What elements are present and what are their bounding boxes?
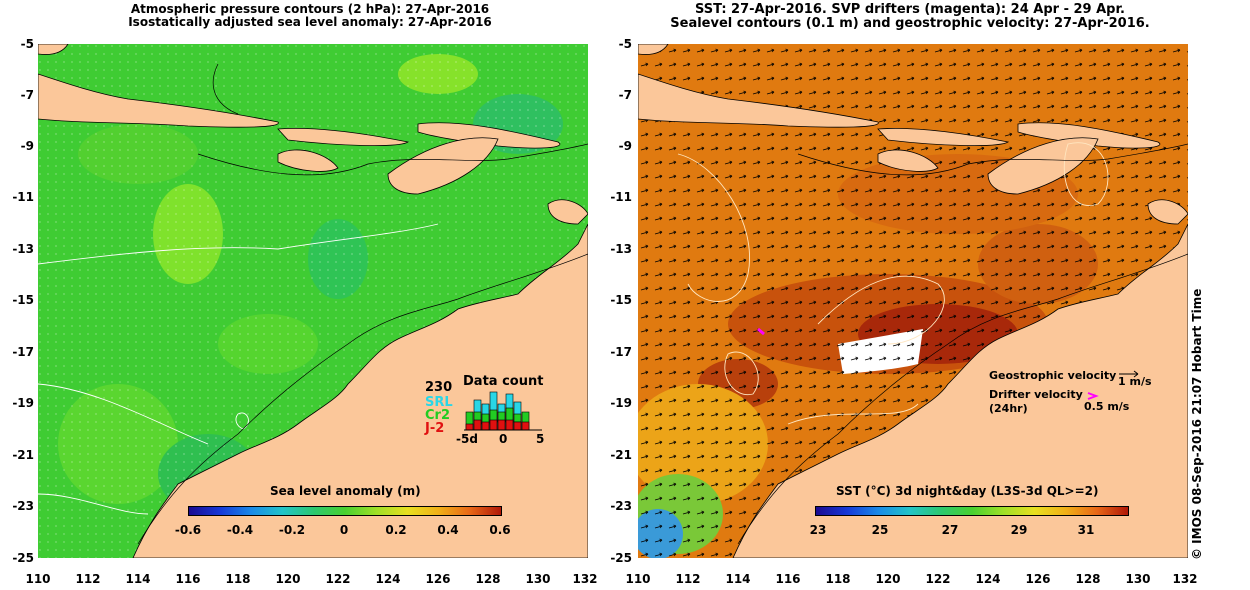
right-y-tick: -9 <box>618 139 632 153</box>
sst-colorbar-label: 31 <box>1077 523 1095 537</box>
sst-colorbar-title: SST (°C) 3d night&day (L3S-3d QL>=2) <box>836 484 1099 498</box>
right-x-tick: 114 <box>725 572 751 586</box>
sst-colorbar-label: 25 <box>871 523 889 537</box>
sst-land <box>638 44 1188 558</box>
right-x-tick: 112 <box>675 572 701 586</box>
left-title-line2: Isostatically adjusted sea level anomaly… <box>128 15 492 29</box>
sst-bathymetry <box>737 143 1188 545</box>
left-x-tick: 126 <box>425 572 451 586</box>
left-x-tick: 130 <box>525 572 551 586</box>
data-count-sat-j2: J-2 <box>425 421 445 436</box>
sst-colorbar-label: 29 <box>1010 523 1028 537</box>
left-y-tick: -7 <box>20 88 34 102</box>
sst-colorbar-label: 27 <box>941 523 959 537</box>
data-count-histogram <box>464 391 542 431</box>
left-title-line1: Atmospheric pressure contours (2 hPa): 2… <box>130 2 490 16</box>
data-count-sat-srl: SRL <box>425 395 453 410</box>
left-x-tick: 132 <box>572 572 598 586</box>
sla-colorbar-label: -0.6 <box>174 523 202 537</box>
sla-colorbar-label: 0.2 <box>385 523 407 537</box>
right-y-tick: -19 <box>610 396 632 410</box>
right-y-tick: -15 <box>610 293 632 307</box>
sst-colorbar <box>815 506 1129 516</box>
left-x-tick: 122 <box>325 572 351 586</box>
geostrophic-velocity-scale: 1 m/s <box>1118 375 1152 388</box>
sst-colorbar-label: 23 <box>809 523 827 537</box>
left-y-tick: -23 <box>12 499 34 513</box>
right-title-line2: Sealevel contours (0.1 m) and geostrophi… <box>670 16 1150 31</box>
right-y-tick: -13 <box>610 242 632 256</box>
geostrophic-velocity-label: Geostrophic velocity <box>989 369 1117 382</box>
sla-colorbar-label: 0.4 <box>437 523 459 537</box>
right-x-tick: 110 <box>625 572 651 586</box>
right-y-tick: -7 <box>618 88 632 102</box>
drifter-scale-arrow <box>1087 392 1099 400</box>
right-x-tick: 122 <box>925 572 951 586</box>
right-x-tick: 118 <box>825 572 851 586</box>
left-y-tick: -21 <box>12 448 34 462</box>
data-count-total: 230 <box>425 380 453 395</box>
sla-land <box>38 44 588 558</box>
right-y-tick: -21 <box>610 448 632 462</box>
drifter-velocity-scale: 0.5 m/s <box>1084 400 1130 413</box>
left-y-tick: -17 <box>12 345 34 359</box>
data-count-axis-mid: 0 <box>499 432 508 446</box>
left-y-tick: -19 <box>12 396 34 410</box>
imos-credit-text: © IMOS 08-Sep-2016 21:07 Hobart Time <box>1190 288 1204 560</box>
left-map-title: Atmospheric pressure contours (2 hPa): 2… <box>20 3 600 29</box>
left-y-tick: -5 <box>20 37 34 51</box>
drifter-velocity-label: Drifter velocity <box>989 388 1083 401</box>
left-x-tick: 124 <box>375 572 401 586</box>
sealevel-contours <box>677 142 1109 425</box>
left-x-tick: 120 <box>275 572 301 586</box>
sla-map <box>38 44 588 558</box>
right-x-tick: 116 <box>775 572 801 586</box>
drifter-velocity-sub: (24hr) <box>989 402 1028 415</box>
left-y-tick: -13 <box>12 242 34 256</box>
data-count-axis-start: -5d <box>456 432 478 446</box>
right-y-tick: -17 <box>610 345 632 359</box>
sla-colorbar <box>188 506 502 516</box>
sla-colorbar-label: 0 <box>339 523 349 537</box>
left-y-tick: -11 <box>12 190 34 204</box>
sla-colorbar-label: -0.2 <box>278 523 306 537</box>
right-y-tick: -11 <box>610 190 632 204</box>
right-x-tick: 124 <box>975 572 1001 586</box>
left-y-tick: -25 <box>12 551 34 565</box>
right-x-tick: 128 <box>1075 572 1101 586</box>
left-y-tick: -9 <box>20 139 34 153</box>
left-x-tick: 110 <box>25 572 51 586</box>
geostrophic-scale-arrow <box>1119 370 1139 378</box>
data-count-title: Data count <box>463 374 544 389</box>
bathymetry-contours <box>137 63 588 545</box>
right-x-tick: 132 <box>1172 572 1198 586</box>
right-x-tick: 120 <box>875 572 901 586</box>
left-y-tick: -15 <box>12 293 34 307</box>
left-x-tick: 118 <box>225 572 251 586</box>
imos-credit: © IMOS 08-Sep-2016 21:07 Hobart Time <box>1190 289 1210 580</box>
right-title-line1: SST: 27-Apr-2016. SVP drifters (magenta)… <box>695 2 1125 17</box>
right-x-tick: 130 <box>1125 572 1151 586</box>
right-y-tick: -23 <box>610 499 632 513</box>
left-x-tick: 112 <box>75 572 101 586</box>
sla-colorbar-label: 0.6 <box>489 523 511 537</box>
sla-colorbar-title: Sea level anomaly (m) <box>270 484 421 498</box>
sla-colorbar-label: -0.4 <box>226 523 254 537</box>
drifter-track <box>757 327 765 336</box>
left-x-tick: 128 <box>475 572 501 586</box>
right-y-tick: -25 <box>610 551 632 565</box>
data-count-axis-end: 5 <box>536 432 545 446</box>
right-map-title: SST: 27-Apr-2016. SVP drifters (magenta)… <box>630 3 1190 31</box>
left-x-tick: 116 <box>175 572 201 586</box>
data-count-sat-cr2: Cr2 <box>425 408 450 423</box>
left-x-tick: 114 <box>125 572 151 586</box>
sst-map <box>638 44 1188 558</box>
right-x-tick: 126 <box>1025 572 1051 586</box>
right-y-tick: -5 <box>618 37 632 51</box>
